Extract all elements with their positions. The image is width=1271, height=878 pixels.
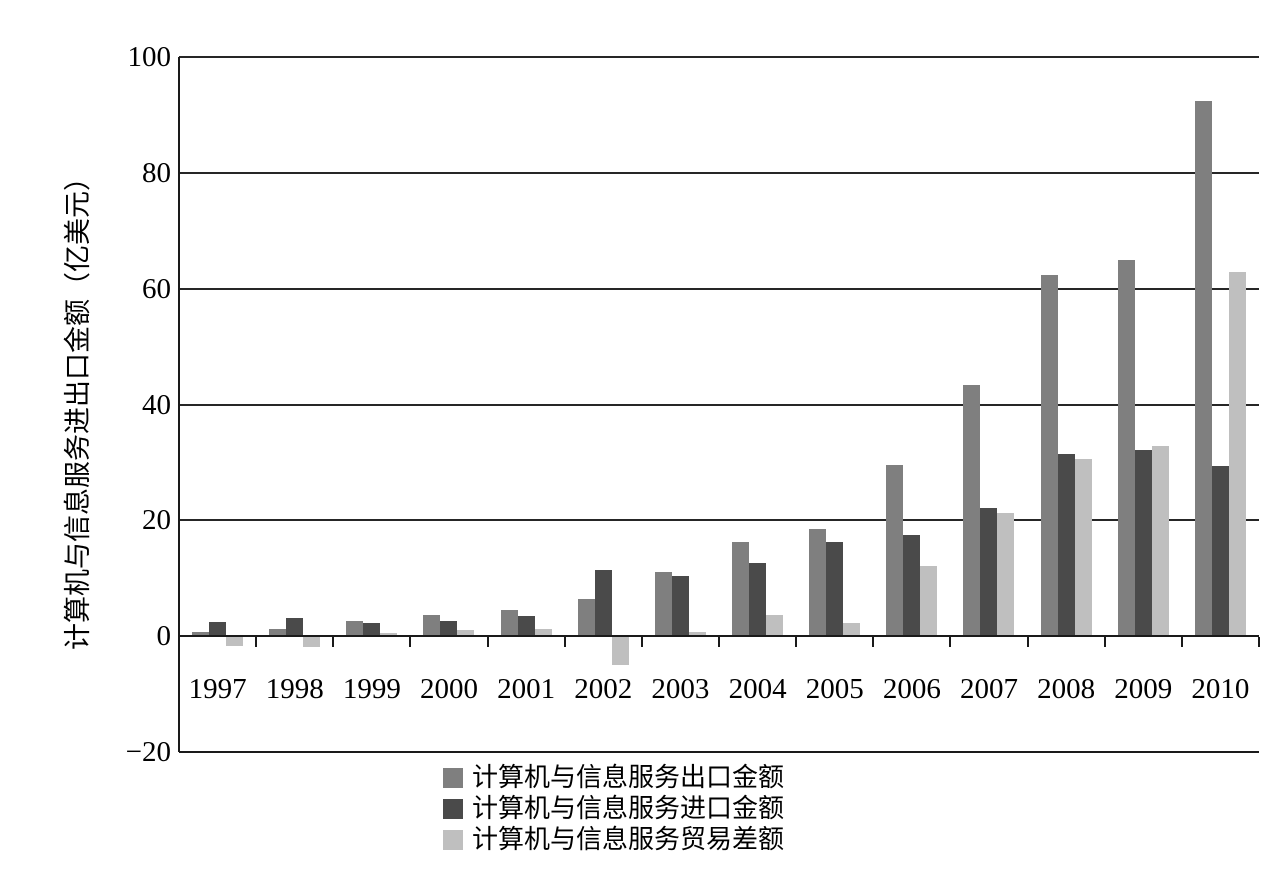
bar-balance-2000: [457, 630, 475, 637]
x-tick-label-2004: 2004: [728, 673, 787, 706]
legend-label-export: 计算机与信息服务出口金额: [472, 763, 785, 792]
legend-item-balance: 计算机与信息服务贸易差额: [443, 827, 784, 853]
x-tick-mark: [1180, 637, 1183, 648]
x-tick-mark: [255, 637, 258, 648]
bar-export-2000: [423, 614, 441, 637]
bar-import-1999: [363, 623, 381, 637]
bar-export-1997: [192, 632, 209, 637]
bar-balance-1998: [303, 636, 321, 648]
gridline-20: [179, 519, 1259, 522]
x-tick-label-2001: 2001: [497, 673, 556, 706]
gridline-−20: [179, 751, 1259, 753]
legend-label-import: 计算机与信息服务进口金额: [472, 794, 785, 823]
bar-import-1997: [209, 622, 226, 637]
bar-export-2002: [577, 599, 595, 637]
bar-balance-2006: [920, 566, 938, 637]
x-tick-label-1997: 1997: [188, 673, 247, 706]
gridline-40: [179, 403, 1259, 406]
x-tick-label-2007: 2007: [959, 673, 1018, 706]
bar-balance-2003: [688, 632, 706, 637]
x-axis-line: [179, 635, 1259, 638]
x-tick-label-2005: 2005: [805, 673, 864, 706]
bar-import-2005: [826, 542, 844, 637]
legend-label-balance: 计算机与信息服务贸易差额: [472, 825, 785, 854]
bar-balance-2005: [843, 622, 861, 637]
bar-balance-2004: [766, 614, 783, 637]
x-tick-mark: [563, 637, 566, 648]
x-tick-mark: [332, 637, 335, 648]
legend-swatch-import: [443, 799, 463, 819]
x-tick-mark: [640, 637, 643, 648]
y-tick-label: 40: [142, 388, 171, 421]
bar-balance-2008: [1074, 458, 1092, 637]
bar-balance-1997: [226, 636, 243, 646]
bar-balance-2010: [1228, 272, 1246, 637]
legend: 计算机与信息服务出口金额 计算机与信息服务进口金额 计算机与信息服务贸易差额: [443, 765, 784, 858]
x-tick-label-2003: 2003: [651, 673, 710, 706]
bar-balance-2009: [1151, 446, 1169, 637]
bar-export-2010: [1194, 101, 1212, 637]
bar-export-2006: [886, 465, 904, 637]
x-tick-mark: [486, 637, 489, 648]
bar-export-2001: [500, 609, 518, 637]
bar-import-2003: [671, 575, 689, 637]
bar-balance-2001: [534, 628, 552, 637]
legend-swatch-balance: [443, 830, 463, 850]
bar-balance-2002: [611, 636, 629, 666]
bar-import-2001: [517, 616, 535, 637]
legend-swatch-export: [443, 768, 463, 788]
bar-import-2007: [980, 508, 998, 637]
bar-export-1998: [269, 628, 287, 637]
bar-export-2004: [732, 541, 749, 637]
x-tick-label-2000: 2000: [419, 673, 478, 706]
bar-export-2008: [1040, 275, 1058, 637]
bar-import-2008: [1057, 454, 1075, 637]
legend-item-import: 计算机与信息服务进口金额: [443, 796, 784, 822]
bar-export-2005: [809, 529, 827, 637]
bar-import-2000: [440, 620, 458, 637]
y-tick-label: −20: [125, 736, 171, 768]
y-axis-line: [178, 57, 180, 752]
gridline-80: [179, 171, 1259, 174]
x-tick-label-1999: 1999: [342, 673, 401, 706]
x-tick-label-2006: 2006: [882, 673, 941, 706]
bar-export-2003: [654, 571, 672, 637]
x-tick-label-2009: 2009: [1114, 673, 1173, 706]
y-tick-label: 20: [142, 504, 171, 537]
bar-import-2010: [1211, 465, 1229, 637]
x-tick-mark: [795, 637, 798, 648]
legend-item-export: 计算机与信息服务出口金额: [443, 765, 784, 791]
x-tick-label-2008: 2008: [1037, 673, 1096, 706]
bar-balance-1999: [380, 633, 398, 637]
y-axis-title: 计算机与信息服务进出口金额（亿美元）: [63, 164, 93, 650]
bar-import-2004: [749, 562, 766, 637]
bar-export-1999: [346, 620, 364, 637]
bar-export-2007: [963, 384, 981, 637]
bar-balance-2007: [997, 512, 1015, 637]
x-tick-mark: [1026, 637, 1029, 648]
x-tick-mark: [949, 637, 952, 648]
bar-import-2002: [594, 570, 612, 637]
x-tick-mark: [1103, 637, 1106, 648]
x-tick-mark: [409, 637, 412, 648]
bar-export-2009: [1117, 260, 1135, 637]
x-tick-mark: [718, 637, 720, 648]
bar-import-2009: [1134, 450, 1152, 637]
x-tick-label-2010: 2010: [1191, 673, 1250, 706]
y-tick-label: 100: [127, 41, 172, 73]
y-tick-label: 80: [142, 156, 171, 189]
gridline-100: [179, 56, 1259, 58]
y-tick-label: 0: [156, 620, 172, 653]
x-tick-mark: [1258, 637, 1260, 648]
bar-import-1998: [286, 617, 304, 637]
x-tick-mark: [872, 637, 875, 648]
x-tick-label-2002: 2002: [574, 673, 633, 706]
bar-import-2006: [903, 535, 921, 637]
x-tick-label-1998: 1998: [265, 673, 324, 706]
y-tick-label: 60: [142, 272, 171, 305]
gridline-60: [179, 287, 1259, 290]
